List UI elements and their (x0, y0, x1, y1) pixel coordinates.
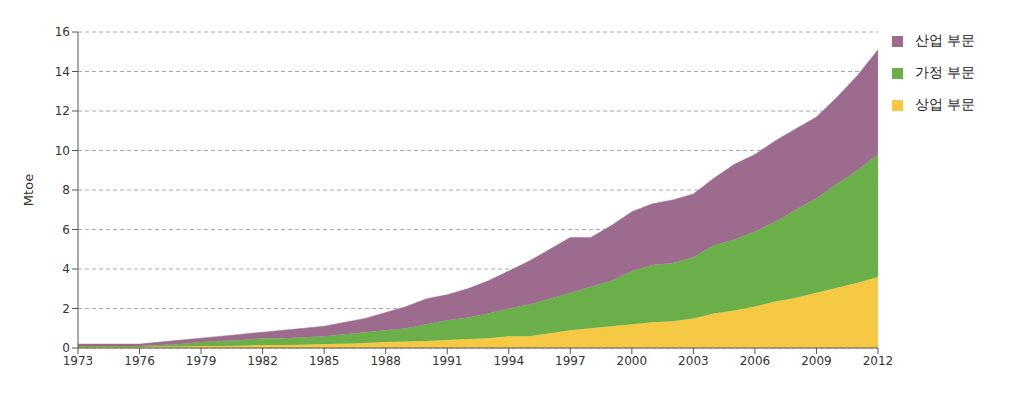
svg-text:1988: 1988 (370, 354, 401, 368)
svg-text:2: 2 (62, 302, 70, 316)
svg-text:14: 14 (55, 65, 70, 79)
svg-text:1973: 1973 (63, 354, 94, 368)
svg-text:2003: 2003 (678, 354, 709, 368)
svg-text:2006: 2006 (740, 354, 771, 368)
svg-text:1985: 1985 (309, 354, 340, 368)
svg-text:4: 4 (62, 262, 70, 276)
html-text:가정 부문: 가정 부문 (915, 64, 976, 80)
svg-text:2000: 2000 (617, 354, 648, 368)
html-text:상업 부문: 상업 부문 (915, 96, 976, 112)
svg-text:10: 10 (55, 144, 70, 158)
svg-text:2009: 2009 (801, 354, 832, 368)
svg-text:1997: 1997 (555, 354, 586, 368)
svg-text:12: 12 (55, 104, 70, 118)
svg-text:8: 8 (62, 183, 70, 197)
svg-text:0: 0 (62, 341, 70, 355)
svg-text:6: 6 (62, 223, 70, 237)
svg-text:1976: 1976 (124, 354, 155, 368)
svg-text:1982: 1982 (247, 354, 278, 368)
svg-text:1994: 1994 (493, 354, 524, 368)
svg-text:1991: 1991 (432, 354, 463, 368)
svg-text:16: 16 (55, 25, 70, 39)
svg-text:2012: 2012 (863, 354, 894, 368)
svg-text:1979: 1979 (186, 354, 217, 368)
svg-text:Mtoe: Mtoe (21, 174, 36, 206)
html-text:산업 부문: 산업 부문 (915, 32, 976, 48)
